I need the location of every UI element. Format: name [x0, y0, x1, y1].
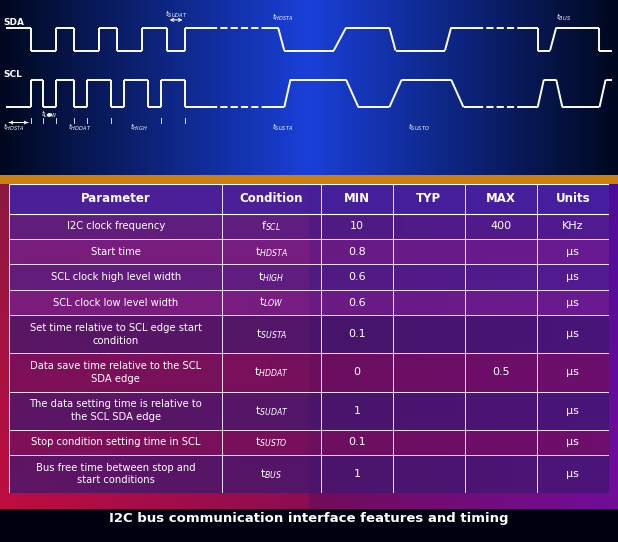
Bar: [9, 264, 609, 290]
Text: Units: Units: [556, 192, 590, 205]
Text: 400: 400: [490, 221, 511, 231]
Text: 0.1: 0.1: [348, 437, 366, 447]
Text: μs: μs: [566, 247, 579, 257]
Text: t$_{SUSTO}$: t$_{SUSTO}$: [408, 122, 430, 133]
Text: MAX: MAX: [486, 192, 516, 205]
Text: μs: μs: [566, 437, 579, 447]
Bar: [9, 214, 609, 239]
Text: 10: 10: [350, 221, 364, 231]
Text: 1: 1: [353, 405, 360, 416]
Text: KHz: KHz: [562, 221, 583, 231]
Text: t$_{HIGH}$: t$_{HIGH}$: [258, 270, 285, 284]
Bar: [9, 353, 609, 391]
Text: Parameter: Parameter: [81, 192, 151, 205]
Text: SCL: SCL: [3, 70, 22, 79]
Bar: [9, 290, 609, 315]
Text: Bus free time between stop and
start conditions: Bus free time between stop and start con…: [36, 463, 195, 485]
Text: 0.6: 0.6: [348, 298, 366, 308]
Text: t$_{SUDAT}$: t$_{SUDAT}$: [165, 9, 187, 20]
Text: The data setting time is relative to
the SCL SDA edge: The data setting time is relative to the…: [29, 399, 202, 422]
Text: 0.8: 0.8: [348, 247, 366, 257]
Text: t$_{HIGH}$: t$_{HIGH}$: [130, 122, 148, 133]
Text: t$_{SUDAT}$: t$_{SUDAT}$: [255, 404, 289, 417]
Bar: [9, 455, 609, 493]
Text: I2C bus communication interface features and timing: I2C bus communication interface features…: [109, 512, 509, 525]
Text: t$_{HDDAT}$: t$_{HDDAT}$: [68, 122, 91, 133]
Text: SDA: SDA: [3, 18, 24, 27]
Text: Stop condition setting time in SCL: Stop condition setting time in SCL: [31, 437, 200, 447]
Text: t$_{HDSTA}$: t$_{HDSTA}$: [272, 12, 294, 23]
Text: SCL clock low level width: SCL clock low level width: [53, 298, 179, 308]
Bar: [9, 239, 609, 264]
Text: μs: μs: [566, 469, 579, 479]
Text: Start time: Start time: [91, 247, 141, 257]
Text: t$_{HDSTA}$: t$_{HDSTA}$: [255, 245, 288, 259]
Text: t$_{SUSTA}$: t$_{SUSTA}$: [272, 122, 293, 133]
Text: t$_{SUSTA}$: t$_{SUSTA}$: [256, 327, 287, 341]
Bar: [9, 184, 609, 214]
Text: I2C clock frequency: I2C clock frequency: [67, 221, 165, 231]
Text: Data save time relative to the SCL
SDA edge: Data save time relative to the SCL SDA e…: [30, 362, 201, 384]
Text: t$_{BUS}$: t$_{BUS}$: [260, 467, 282, 481]
Text: SCL clock high level width: SCL clock high level width: [51, 272, 181, 282]
Text: 0: 0: [353, 367, 360, 377]
Text: TYP: TYP: [417, 192, 441, 205]
Text: 0.5: 0.5: [492, 367, 510, 377]
Text: t$_{HDDAT}$: t$_{HDDAT}$: [254, 366, 289, 379]
Text: t$_{SUSTO}$: t$_{SUSTO}$: [255, 435, 288, 449]
Text: Set time relative to SCL edge start
condition: Set time relative to SCL edge start cond…: [30, 323, 201, 346]
Bar: [9, 391, 609, 430]
Text: f$_{SCL}$: f$_{SCL}$: [261, 220, 282, 233]
Text: μs: μs: [566, 330, 579, 339]
Text: 1: 1: [353, 469, 360, 479]
Text: μs: μs: [566, 272, 579, 282]
Text: 0.6: 0.6: [348, 272, 366, 282]
Text: μs: μs: [566, 367, 579, 377]
Text: t$_{HDSTA}$: t$_{HDSTA}$: [3, 122, 25, 133]
Text: MIN: MIN: [344, 192, 370, 205]
Text: μs: μs: [566, 298, 579, 308]
Text: Condition: Condition: [240, 192, 303, 205]
Bar: [9, 430, 609, 455]
Text: t$_{LOW}$: t$_{LOW}$: [41, 109, 58, 120]
Text: μs: μs: [566, 405, 579, 416]
Text: t$_{LOW}$: t$_{LOW}$: [259, 296, 284, 309]
Bar: [9, 315, 609, 353]
Text: 0.1: 0.1: [348, 330, 366, 339]
Text: t$_{BUS}$: t$_{BUS}$: [556, 12, 571, 23]
